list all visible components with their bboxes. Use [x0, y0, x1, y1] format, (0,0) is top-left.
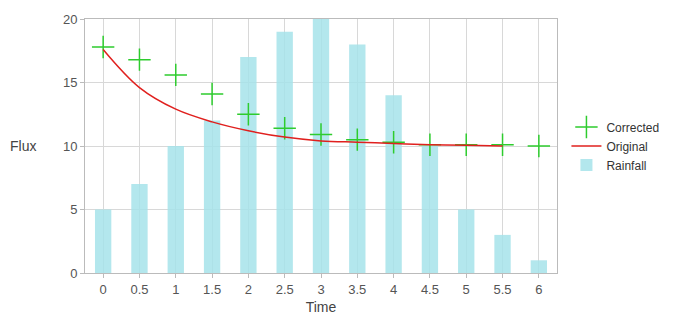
svg-text:2.5: 2.5: [276, 282, 294, 297]
svg-text:10: 10: [63, 139, 77, 154]
svg-text:Corrected: Corrected: [606, 121, 659, 135]
svg-text:6: 6: [535, 282, 542, 297]
svg-text:5: 5: [463, 282, 470, 297]
svg-text:0: 0: [100, 282, 107, 297]
svg-text:Time: Time: [306, 299, 337, 315]
svg-text:5: 5: [70, 202, 77, 217]
svg-text:4: 4: [390, 282, 397, 297]
svg-text:0.5: 0.5: [130, 282, 148, 297]
svg-text:3: 3: [317, 282, 324, 297]
svg-text:0: 0: [70, 266, 77, 281]
svg-text:5.5: 5.5: [494, 282, 512, 297]
svg-text:3.5: 3.5: [348, 282, 366, 297]
svg-text:Rainfall: Rainfall: [606, 159, 646, 173]
svg-text:1: 1: [172, 282, 179, 297]
svg-text:15: 15: [63, 75, 77, 90]
svg-text:Flux: Flux: [10, 138, 36, 154]
svg-text:20: 20: [63, 12, 77, 27]
svg-text:2: 2: [245, 282, 252, 297]
svg-text:1.5: 1.5: [203, 282, 221, 297]
svg-text:4.5: 4.5: [421, 282, 439, 297]
svg-text:Original: Original: [606, 140, 647, 154]
